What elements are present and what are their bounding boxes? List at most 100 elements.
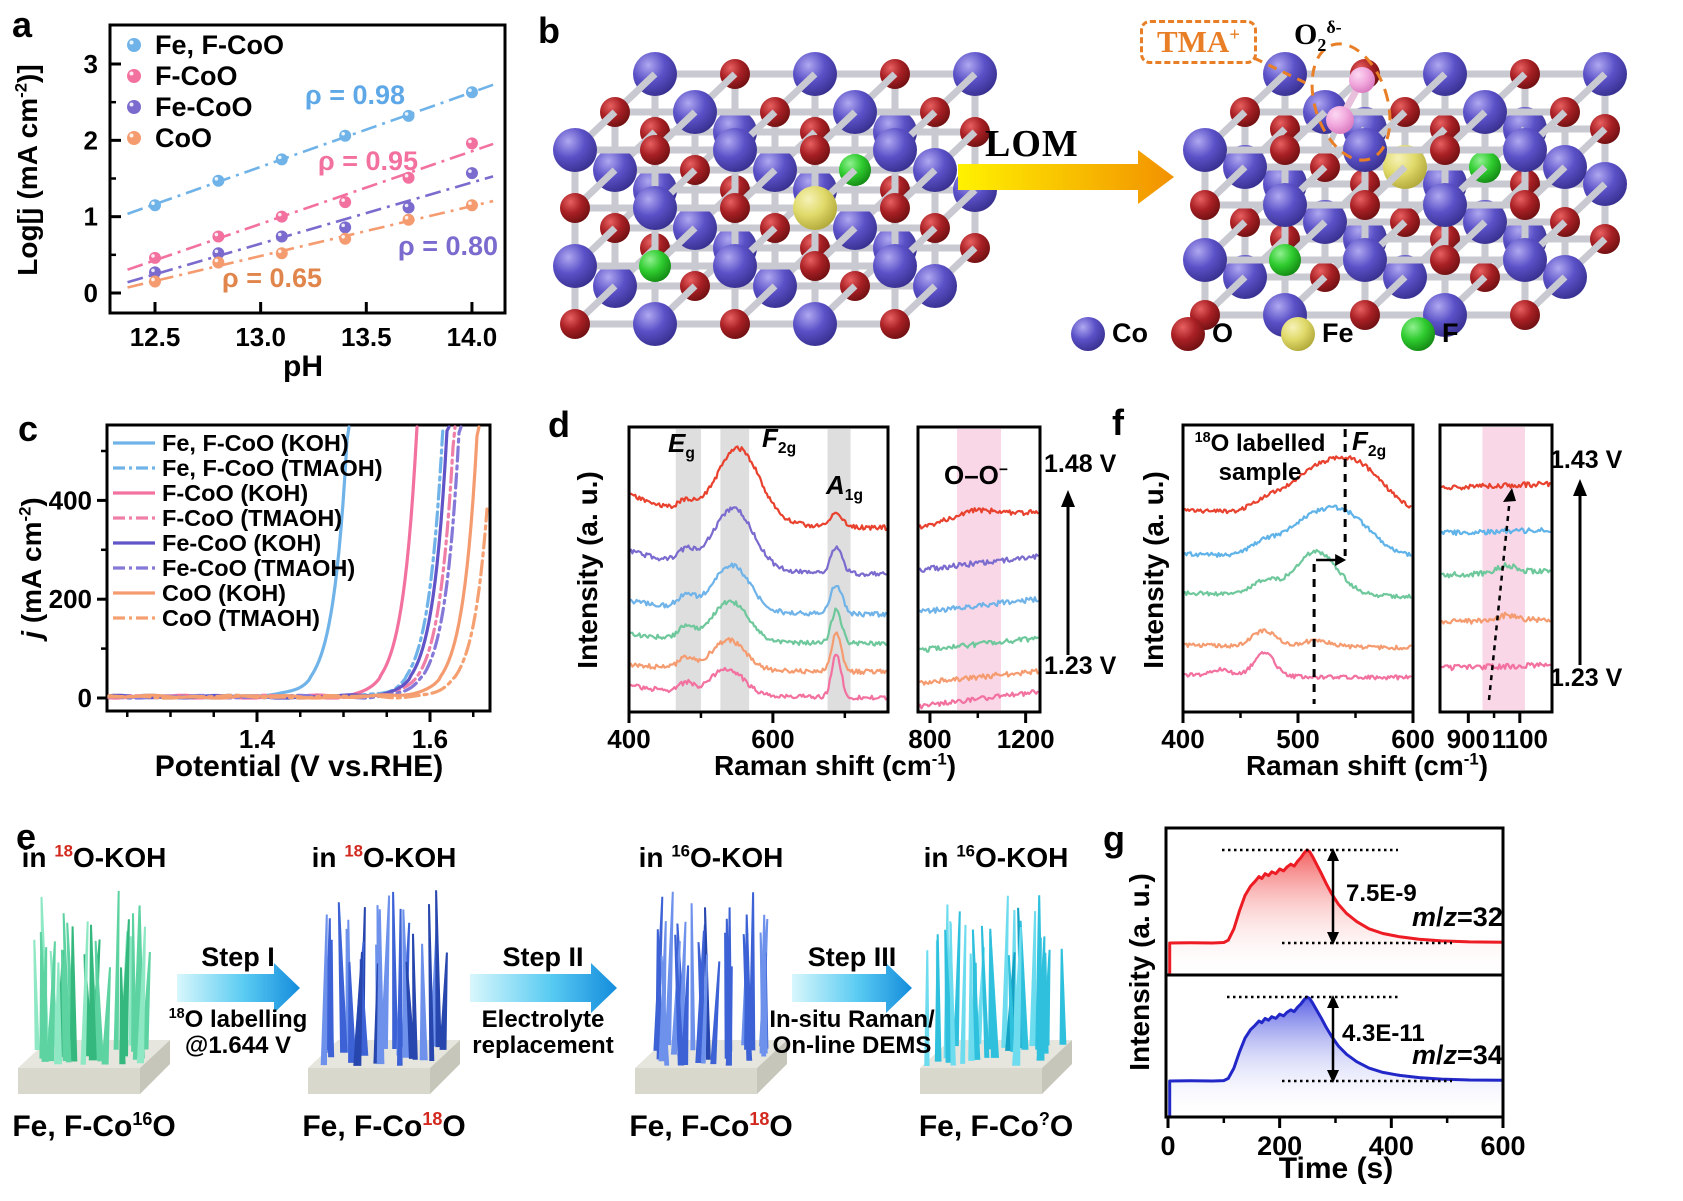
panel-d-voltage-top: 1.48 V <box>1044 450 1117 478</box>
panel-c-ylabel: j (mA cm-2) <box>15 497 47 639</box>
panel-d-ylabel: Intensity (a. u.) <box>572 471 603 669</box>
x-tick-label: 400 <box>607 724 650 754</box>
y-tick-label: 400 <box>49 485 92 515</box>
panel-f-right-spectrum-0 <box>1440 480 1551 491</box>
nanowire <box>428 904 435 1061</box>
diagonal-dashed-arrow-shaft <box>1487 496 1512 701</box>
nanowire <box>46 941 56 1062</box>
panel-c-legend-Fe, F-CoO (KOH): Fe, F-CoO (KOH) <box>162 430 349 456</box>
panel-d-left-spectrum-4 <box>629 631 887 675</box>
panel-f-right-spectrum-3 <box>1440 611 1551 625</box>
panel-e-caption-2: Fe, F-Co18O <box>302 1109 466 1143</box>
panel-f-left-spectrum-1 <box>1183 504 1412 558</box>
panel-a-series-Fe, F-CoO <box>149 86 478 212</box>
x-tick-label: 1.6 <box>412 724 448 754</box>
panel-d-voltage-bottom: 1.23 V <box>1044 652 1117 680</box>
nanowire <box>953 911 961 1047</box>
panel-e-caption-1: Fe, F-Co16O <box>12 1109 176 1143</box>
data-point <box>339 221 352 234</box>
data-point-highlight <box>277 249 282 254</box>
tma-connector-dashed <box>1253 56 1309 86</box>
atom-co <box>633 302 677 346</box>
data-point <box>275 153 288 166</box>
atom-co <box>1343 128 1387 172</box>
panel-g-trace-mz32-fill <box>1169 850 1503 973</box>
panel-b-tma-box: TMA+ <box>1140 20 1257 64</box>
atom-f <box>1269 244 1301 276</box>
panel-a-letter: a <box>12 4 33 45</box>
nanowire <box>968 953 975 1061</box>
data-point <box>275 210 288 223</box>
panel-d-left-spectrum-2 <box>629 562 887 618</box>
dimer-dashed-outline <box>1310 42 1392 162</box>
panel-b-o2-label: O2δ- <box>1294 17 1342 55</box>
nanowire <box>759 932 767 1057</box>
atom-o <box>1350 300 1380 330</box>
panel-g-mz34-label: m/z=34 <box>1412 1040 1503 1070</box>
panel-e-letter: e <box>16 816 37 857</box>
panel-d-f2g-label: F2g <box>762 423 797 458</box>
panel-c-legend-Fe, F-CoO (TMAOH): Fe, F-CoO (TMAOH) <box>162 455 383 481</box>
slab-front <box>920 1068 1042 1094</box>
y-tick-label: 1 <box>84 202 98 232</box>
panel-f-voltage-bottom: 1.23 V <box>1550 664 1623 692</box>
data-point <box>149 199 161 212</box>
nanowire <box>742 934 753 1061</box>
data-point <box>465 86 478 99</box>
nanowire <box>1059 948 1067 1045</box>
data-point-highlight <box>151 201 155 206</box>
atom-co <box>1503 128 1547 172</box>
nanowire <box>949 921 956 1066</box>
atom-co <box>793 302 837 346</box>
panel-b-lattice-left <box>553 52 997 346</box>
legend-marker-highlight <box>129 40 134 45</box>
nanowire <box>54 962 63 1065</box>
panel-e-caption-4: Fe, F-Co?O <box>918 1109 1074 1143</box>
panel-c-legend-F-CoO (TMAOH): F-CoO (TMAOH) <box>162 505 342 531</box>
atom-co <box>553 128 597 172</box>
panel-c-legend-CoO (TMAOH): CoO (TMAOH) <box>162 605 320 631</box>
raman-band <box>720 429 750 710</box>
nanowire <box>62 913 72 1063</box>
atom-o <box>1430 135 1460 165</box>
nanowire <box>660 955 670 1066</box>
panel-d-right-spectrum-4 <box>918 668 1039 686</box>
nanowire <box>132 906 141 1060</box>
x-tick-label: 14.0 <box>447 322 498 352</box>
atom-o <box>1510 300 1540 330</box>
voltage-arrow-head <box>1061 490 1075 507</box>
panel-a-fit-CoO <box>127 199 494 289</box>
atom-co <box>553 244 597 288</box>
panel-b-legend-o: O <box>1212 318 1234 348</box>
nanowire <box>695 930 705 1063</box>
nanowire <box>670 941 681 1055</box>
arrow-head-up <box>1327 848 1339 861</box>
panel-e-step-arrow-3 <box>792 963 912 1013</box>
panel-c-curve-CoO (TMAOH) <box>107 507 489 700</box>
panel-d-right-spectrum-2 <box>918 596 1039 614</box>
data-point-highlight <box>151 277 155 282</box>
panel-b-letter: b <box>538 10 560 51</box>
lom-arrow <box>958 150 1174 204</box>
data-point-highlight <box>151 254 155 258</box>
panel-f-voltage-top: 1.43 V <box>1550 446 1623 474</box>
data-point <box>465 167 478 180</box>
atom-o <box>640 135 670 165</box>
nanowire <box>337 902 348 1053</box>
panel-c-plot: 1.4 1.6 0 200 400 Fe, F-CoO (KOH)Fe, F-CoO (T… <box>49 423 492 754</box>
nanowire <box>419 943 428 1061</box>
x-tick-label: 13.0 <box>235 322 286 352</box>
panel-e-nanowire-array-4 <box>920 895 1072 1094</box>
panel-f-right-spectrum-2 <box>1440 562 1551 579</box>
data-point <box>212 230 225 243</box>
data-point <box>339 129 352 142</box>
panel-e-step2-desc1: Electrolyte <box>481 1006 605 1033</box>
x-tick-label: 12.5 <box>130 322 181 352</box>
data-point-highlight <box>468 169 472 173</box>
nanowire <box>435 890 442 1048</box>
atom-o <box>1350 190 1380 220</box>
y-tick-label: 200 <box>49 584 92 614</box>
nanowire <box>353 951 363 1066</box>
panel-d-right-spectrum-5 <box>918 689 1039 710</box>
panel-b-legend-markers <box>1071 317 1435 351</box>
